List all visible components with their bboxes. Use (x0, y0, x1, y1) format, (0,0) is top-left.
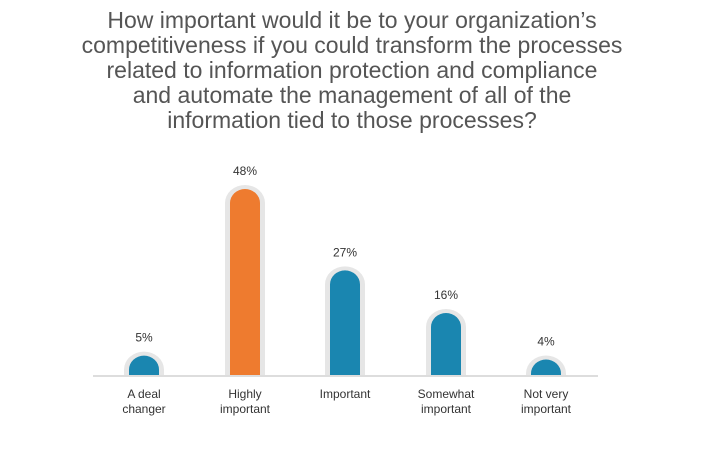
bar (431, 313, 461, 375)
bar (230, 189, 260, 375)
title-line: How important would it be to your organi… (107, 7, 597, 33)
x-tick-label: A deal changer (122, 387, 166, 416)
bar (129, 355, 159, 375)
title-line: information tied to those processes? (167, 107, 537, 133)
title-line: related to information protection and co… (106, 57, 598, 83)
value-label: 4% (537, 335, 555, 349)
x-tick-label: Somewhat important (417, 387, 475, 416)
title-line: competitiveness if you could transform t… (81, 32, 623, 58)
x-tick-label: Highly important (219, 387, 271, 416)
x-tick-label: Not very important (520, 387, 572, 416)
x-tick-label: Important (319, 387, 371, 401)
value-label: 27% (333, 245, 357, 259)
bar (531, 359, 561, 375)
title-line: and automate the management of all of th… (132, 82, 572, 108)
chart-title: How important would it be to your organi… (0, 8, 704, 133)
value-label: 48% (233, 164, 257, 178)
bar (330, 270, 360, 375)
value-label: 5% (135, 331, 153, 345)
value-label: 16% (434, 288, 458, 302)
